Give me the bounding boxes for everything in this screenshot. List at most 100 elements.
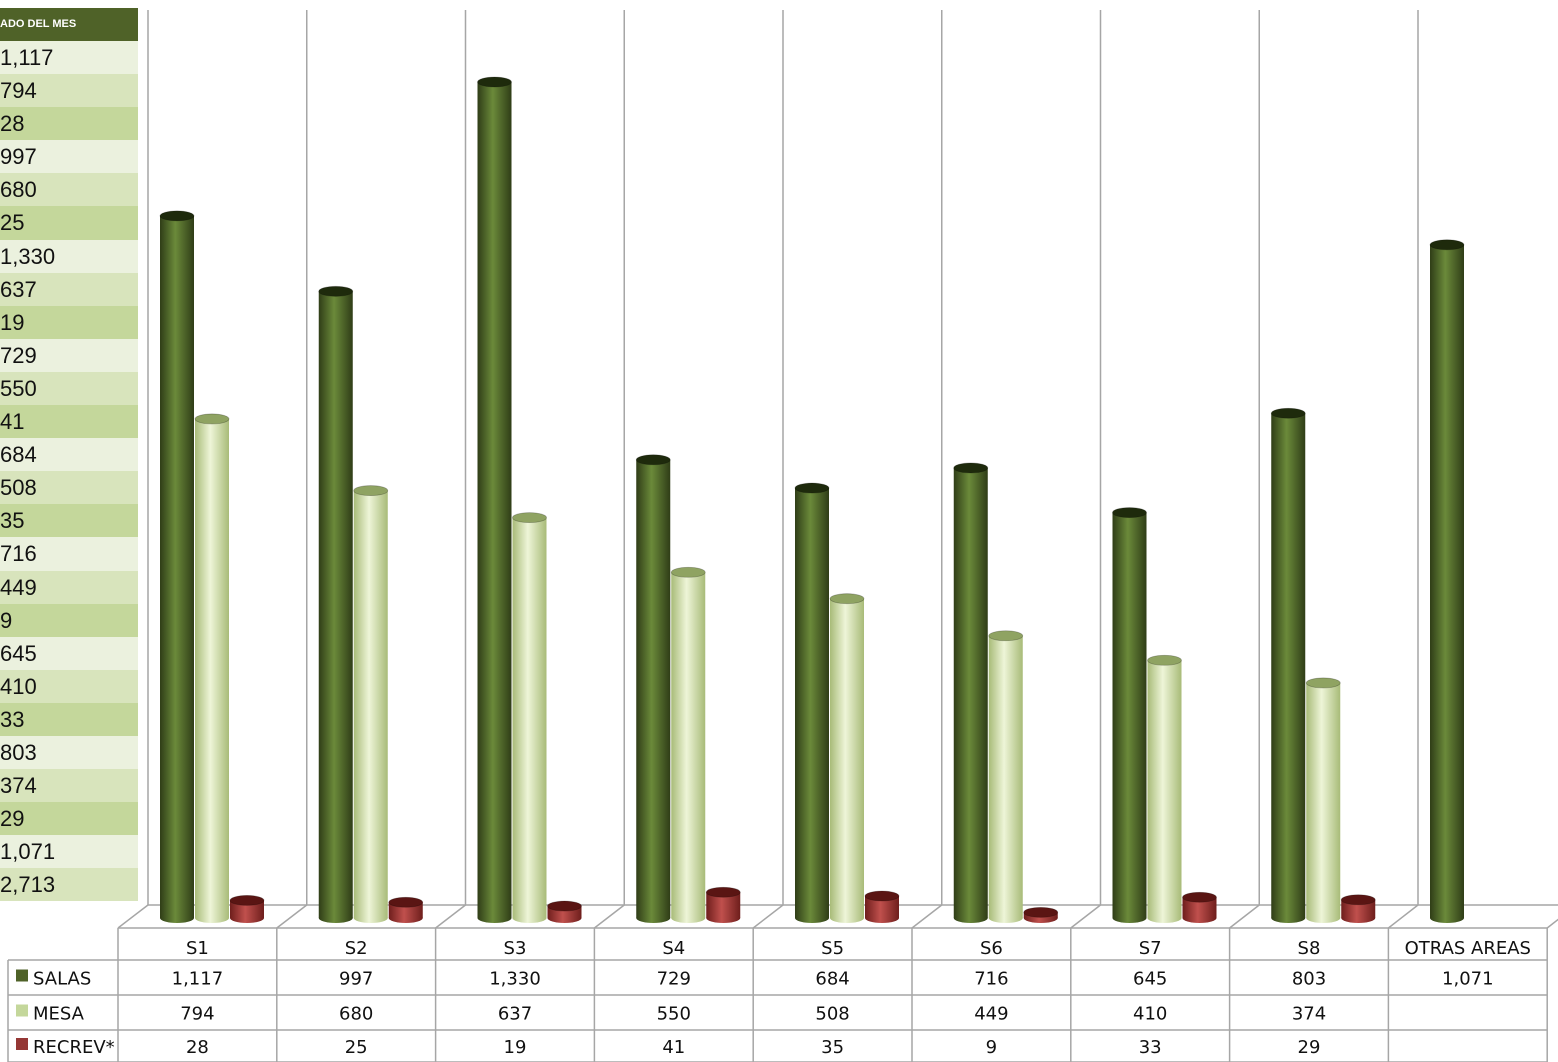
bar-top-cap (1147, 654, 1182, 666)
side-table-row: 19 (0, 305, 138, 339)
bar-top-cap (1340, 894, 1376, 906)
bar-top-cap (229, 895, 265, 906)
bar-mesa-s6 (988, 635, 1023, 918)
bar-base-cap (547, 913, 582, 923)
side-table-row: 803 (0, 735, 138, 770)
floor-divider (435, 904, 466, 929)
side-table-row: 35 (0, 504, 138, 538)
floor-divider (1546, 918, 1558, 929)
side-table-value: 684 (0, 442, 37, 468)
bar-top-cap (194, 413, 230, 425)
floor-divider (911, 904, 943, 929)
side-table-value: 645 (0, 640, 37, 666)
bar-top-cap (388, 896, 424, 908)
bar-top-cap (547, 900, 582, 912)
data-label: 1,330 (489, 969, 541, 990)
legend-label: SALAS (33, 969, 91, 990)
bar-top-cap (1112, 507, 1147, 518)
data-label: 28 (186, 1037, 209, 1058)
bar-base-cap (988, 913, 1023, 923)
side-table-value: 449 (0, 574, 37, 600)
bar-top-cap (829, 593, 865, 605)
category-label: S7 (1139, 938, 1162, 959)
bar-salas-s5 (795, 488, 829, 918)
side-table-row: 684 (0, 438, 138, 472)
bar-base-cap (671, 913, 706, 923)
side-table-value: 410 (0, 673, 37, 699)
side-table-row: 449 (0, 570, 138, 604)
data-label: 374 (1292, 1004, 1326, 1025)
bar-salas-s4 (636, 459, 671, 918)
data-label: 684 (815, 969, 849, 990)
side-table-value: 9 (0, 607, 13, 633)
data-label: 29 (1298, 1037, 1321, 1058)
floor-divider (276, 904, 308, 929)
side-table-value: 729 (0, 342, 37, 368)
data-label: 637 (498, 1004, 532, 1025)
side-table-row: 794 (0, 74, 138, 108)
side-table-row: 729 (0, 338, 138, 372)
side-table-header: ADO DEL MES (0, 8, 138, 41)
bar-base-cap (636, 913, 671, 923)
bar-base-cap (1341, 913, 1376, 923)
side-table-value: 374 (0, 773, 37, 799)
bar-top-cap (1182, 891, 1217, 903)
side-table-row: 374 (0, 769, 138, 803)
data-label: 410 (1133, 1004, 1167, 1025)
floor-divider (593, 904, 625, 929)
data-label: 33 (1139, 1037, 1162, 1058)
side-table-value: 1,071 (0, 839, 56, 865)
bar-base-cap (318, 913, 353, 923)
bar-recrev-s8 (1341, 899, 1376, 918)
bar-top-cap (864, 890, 900, 902)
bar-top-cap (1270, 407, 1306, 419)
bar-top-cap (670, 566, 706, 578)
side-table-row: 1,117 (0, 41, 138, 75)
data-label: 803 (1292, 969, 1326, 990)
data-label: 716 (974, 969, 1008, 990)
side-table-row: 716 (0, 537, 138, 571)
bar-base-cap (195, 913, 229, 923)
data-label: 550 (657, 1004, 691, 1025)
side-table-row: 1,071 (0, 835, 138, 869)
side-table-value: 550 (0, 375, 37, 401)
bar-mesa-s7 (1147, 660, 1182, 918)
bar-base-cap (1306, 913, 1341, 923)
side-table-value: 25 (0, 210, 25, 236)
side-table-value: 716 (0, 541, 37, 567)
side-table-row: 637 (0, 272, 138, 306)
side-table-value: 680 (0, 177, 37, 203)
data-label: 1,071 (1442, 969, 1494, 990)
bar-top-cap (159, 210, 195, 222)
floor-divider (1070, 904, 1101, 929)
side-table-row: 29 (0, 802, 138, 836)
side-table-value: 28 (0, 111, 25, 137)
floor-divider (752, 904, 784, 929)
side-table-value: 29 (0, 806, 25, 832)
side-table-value: 2,713 (0, 872, 56, 898)
legend-label: RECREV* (33, 1037, 115, 1058)
bar-base-cap (1430, 913, 1464, 923)
bar-base-cap (388, 913, 423, 923)
side-table-row: 550 (0, 371, 138, 406)
side-table-value: 803 (0, 739, 37, 765)
category-label: OTRAS AREAS (1405, 938, 1531, 959)
side-table-value: 1,117 (0, 45, 54, 70)
category-label: S8 (1298, 938, 1321, 959)
bar-mesa-s8 (1306, 682, 1341, 918)
side-table-value: 794 (0, 78, 37, 104)
bar-recrev-s7 (1182, 897, 1217, 918)
bar-top-cap (477, 76, 512, 88)
side-table-row: 997 (0, 140, 138, 174)
floor-divider (117, 904, 149, 929)
data-label: 19 (504, 1037, 527, 1058)
bar-recrev-s5 (865, 896, 899, 918)
data-label: 9 (986, 1037, 997, 1058)
side-table-row: 410 (0, 669, 138, 703)
side-table-row: 33 (0, 702, 138, 736)
side-table-row: 2,713 (0, 868, 138, 902)
bar-base-cap (1182, 913, 1217, 923)
floor-divider (1387, 904, 1419, 929)
category-label: S4 (662, 938, 685, 959)
side-table-value: 508 (0, 475, 37, 501)
